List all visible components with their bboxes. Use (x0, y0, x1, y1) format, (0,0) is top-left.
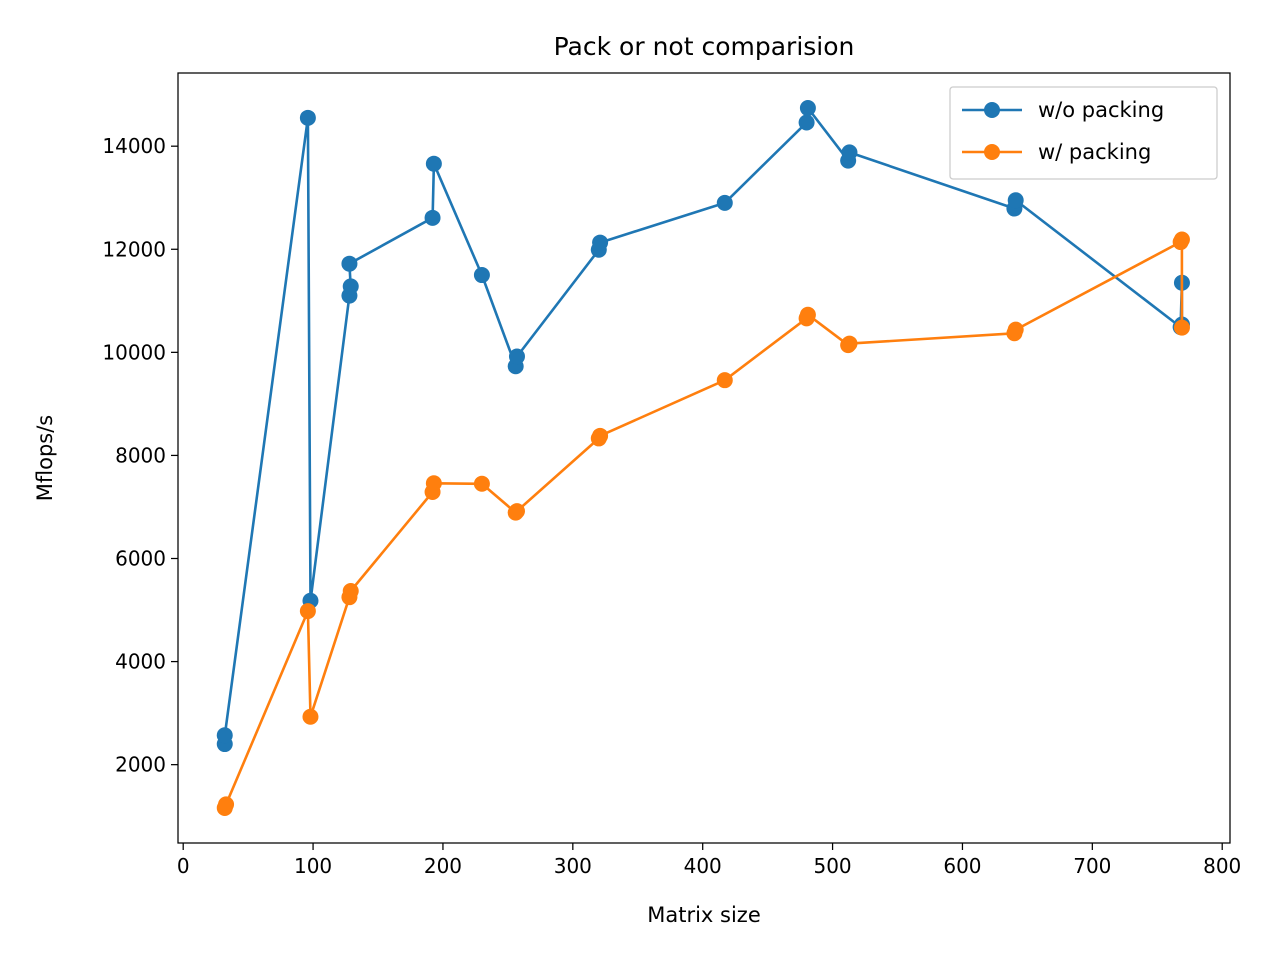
series-point-1 (342, 582, 359, 599)
series-point-1 (299, 603, 316, 620)
series-point-1 (473, 475, 490, 492)
x-axis-label: Matrix size (647, 903, 761, 927)
x-tick-label: 100 (294, 854, 332, 878)
y-tick-label: 4000 (115, 650, 166, 674)
legend-marker-w-packing (984, 144, 1000, 160)
plot-area-frame (177, 72, 1231, 844)
x-tick-label: 400 (684, 854, 722, 878)
series-point-1 (841, 335, 858, 352)
series-point-1 (302, 708, 319, 725)
series-point-0 (216, 727, 233, 744)
series-point-0 (473, 267, 490, 284)
series-point-0 (799, 100, 816, 117)
series-point-1 (1007, 321, 1024, 338)
legend-label-wo-packing: w/o packing (1038, 98, 1164, 122)
x-tick-label: 500 (813, 854, 851, 878)
series-point-0 (508, 348, 525, 365)
series-point-0 (716, 194, 733, 211)
x-tick-label: 700 (1073, 854, 1111, 878)
series-point-1 (508, 503, 525, 520)
series-point-0 (341, 255, 358, 272)
series-point-0 (592, 234, 609, 251)
series-point-0 (342, 278, 359, 295)
y-tick-label: 14000 (102, 134, 166, 158)
series-point-0 (798, 114, 815, 131)
legend-marker-wo-packing (984, 102, 1000, 118)
y-tick-label: 2000 (115, 753, 166, 777)
x-tick-label: 600 (943, 854, 981, 878)
chart-title: Pack or not comparision (554, 32, 855, 61)
series-point-1 (1173, 319, 1190, 336)
series-point-1 (799, 306, 816, 323)
series-point-1 (1173, 231, 1190, 248)
series-point-1 (425, 475, 442, 492)
y-axis-label: Mflops/s (33, 415, 57, 501)
y-tick-label: 12000 (102, 237, 166, 261)
x-tick-label: 200 (424, 854, 462, 878)
series-point-0 (299, 109, 316, 126)
x-axis: 0 100 200 300 400 500 600 700 800 (177, 843, 1241, 878)
series-point-1 (592, 427, 609, 444)
series-point-0 (425, 155, 442, 172)
y-tick-label: 8000 (115, 443, 166, 467)
legend: w/o packing w/ packing (949, 86, 1218, 180)
x-tick-label: 800 (1203, 854, 1241, 878)
y-axis: 2000 4000 6000 8000 10000 12000 14000 (102, 134, 178, 777)
series-point-1 (716, 372, 733, 389)
x-tick-label: 300 (554, 854, 592, 878)
plot-series (216, 100, 1190, 816)
series-point-0 (424, 209, 441, 226)
series-point-0 (1007, 192, 1024, 209)
series-point-1 (218, 796, 235, 813)
y-tick-label: 10000 (102, 340, 166, 364)
series-point-0 (841, 144, 858, 161)
legend-label-w-packing: w/ packing (1038, 140, 1151, 164)
x-tick-label: 0 (177, 854, 190, 878)
y-tick-label: 6000 (115, 547, 166, 571)
